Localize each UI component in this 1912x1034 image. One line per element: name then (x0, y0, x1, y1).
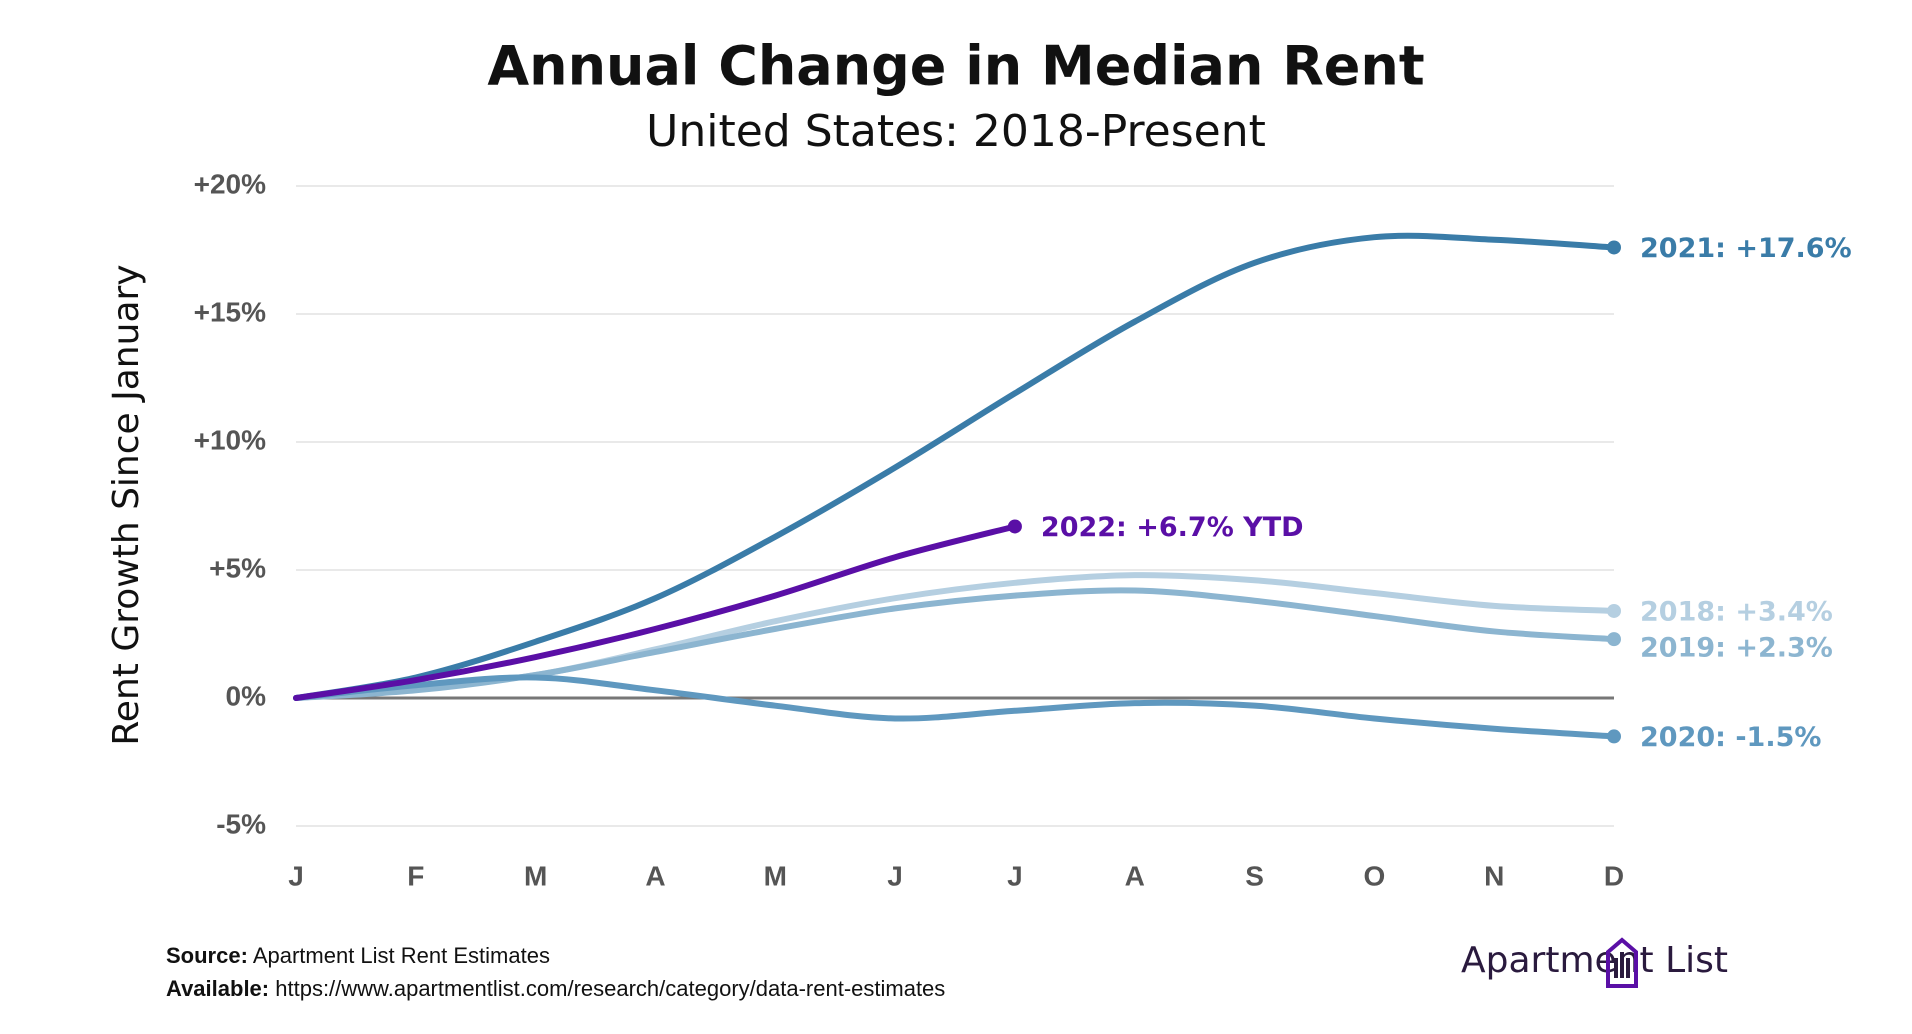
series-end-label: 2021: +17.6% (1640, 233, 1852, 264)
lines: 2018: +3.4% 2019: +2.3% 2020: -1.5% 2021: +… (293, 232, 1852, 753)
x-tick-label: J (1007, 860, 1023, 891)
x-tick-label: D (1604, 860, 1624, 891)
y-tick-label: 0% (226, 680, 267, 711)
series-end-label: 2020: -1.5% (1640, 722, 1821, 753)
end-point (1607, 729, 1621, 744)
available-line: Available: https://www.apartmentlist.com… (166, 976, 945, 1001)
series-end-label: 2022: +6.7% YTD (1041, 512, 1304, 543)
end-point (1607, 603, 1621, 618)
x-tick-label: F (407, 860, 424, 891)
x-tick-label: M (524, 860, 547, 891)
x-tick-label: A (1125, 860, 1145, 891)
y-tick-label: +5% (209, 552, 266, 583)
source-line: Source: Apartment List Rent Estimates (166, 943, 550, 968)
chart-subtitle: United States: 2018-Present (646, 106, 1266, 157)
available-text: https://www.apartmentlist.com/research/c… (275, 976, 945, 1001)
x-tick-label: O (1363, 860, 1385, 891)
chart-title: Annual Change in Median Rent (487, 35, 1424, 98)
series-line (293, 232, 1617, 701)
x-tick-label: S (1245, 860, 1264, 891)
source-label: Source: (166, 943, 248, 968)
x-tick-label: A (645, 860, 665, 891)
series-end-label: 2018: +3.4% (1640, 596, 1833, 627)
end-point (1607, 632, 1621, 647)
logo-text: Apartment List (1461, 940, 1728, 981)
available-label: Available: (166, 976, 269, 1001)
grid: -5% 0% +5% +10% +15% +20% J F M A M J J A S O N D (194, 168, 1625, 891)
series-line (293, 674, 1617, 740)
end-point (1007, 519, 1022, 534)
x-tick-label: N (1484, 860, 1504, 891)
x-tick-label: J (887, 860, 903, 891)
y-tick-label: +15% (194, 296, 266, 327)
logo-icon (1606, 937, 1638, 988)
y-axis-title: Rent Growth Since January (106, 264, 147, 745)
series-end-label: 2019: +2.3% (1640, 632, 1833, 663)
source-text: Apartment List Rent Estimates (253, 943, 550, 968)
end-point (1607, 240, 1621, 255)
x-tick-label: M (764, 860, 787, 891)
y-tick-label: +10% (194, 424, 266, 455)
y-tick-label: +20% (194, 168, 266, 199)
x-tick-label: J (288, 860, 304, 891)
y-tick-label: -5% (216, 808, 266, 839)
series-line (293, 587, 1617, 701)
logo: Apartment List (1461, 937, 1728, 988)
series-line (293, 523, 1018, 701)
